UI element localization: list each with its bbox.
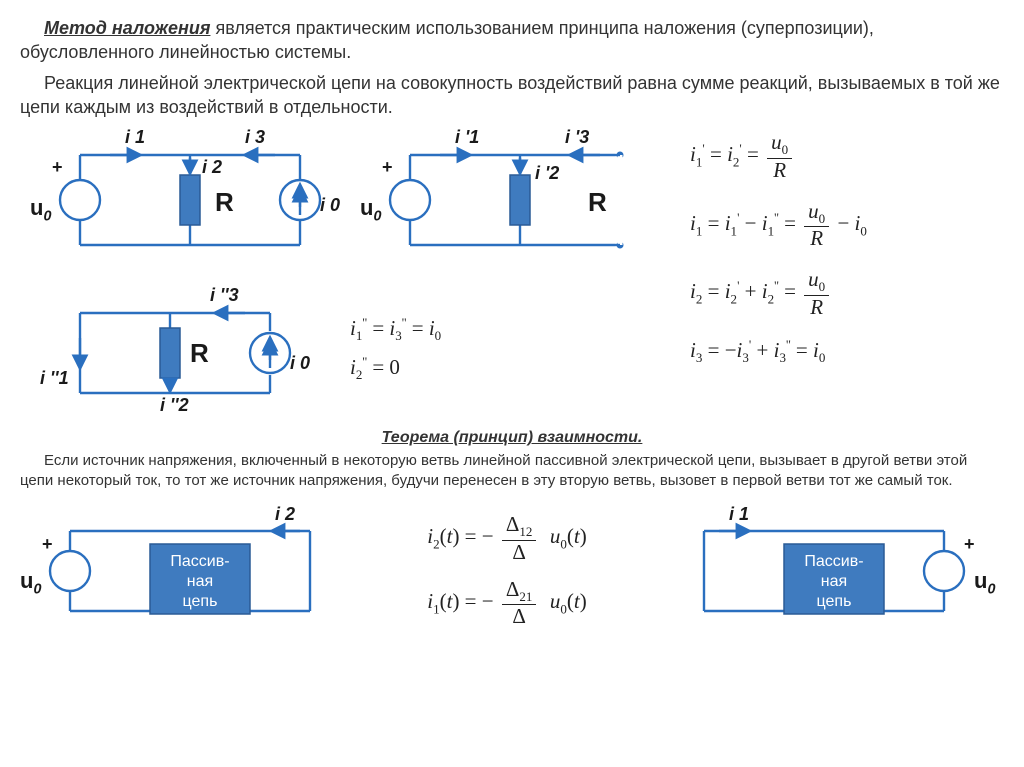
c3-R: R bbox=[190, 338, 209, 369]
title: Метод наложения bbox=[44, 18, 210, 38]
circuit-3: i ''3 i ''1 i ''2 R i 0 bbox=[40, 283, 320, 423]
paragraph-3: Если источник напряжения, включенный в н… bbox=[20, 451, 1004, 492]
c5-i1: i 1 bbox=[729, 504, 749, 525]
c3-i1: i ''1 bbox=[40, 368, 69, 389]
circuit-1: i 1 i 3 i 2 R i 0 u0 + bbox=[30, 125, 340, 275]
c2-R: R bbox=[588, 187, 607, 218]
i2-label: i 2 bbox=[202, 157, 222, 178]
svg-text:ная: ная bbox=[187, 573, 213, 590]
paragraph-2: Реакция линейной электрической цепи на с… bbox=[20, 71, 1004, 120]
eq-d: i1 = i1' − i1'' = u0R − i0 bbox=[690, 200, 867, 251]
svg-text:цепь: цепь bbox=[183, 593, 218, 610]
c3-i0: i 0 bbox=[290, 353, 310, 374]
circuit-2: i '1 i '3 i '2 R u0 + bbox=[360, 125, 650, 275]
c4-i2: i 2 bbox=[275, 504, 295, 525]
eq-h: i1(t) = − Δ21Δ u0(t) bbox=[427, 578, 587, 629]
c2-i3: i '3 bbox=[565, 127, 589, 148]
svg-text:цепь: цепь bbox=[817, 593, 852, 610]
i1-label: i 1 bbox=[125, 127, 145, 148]
c5-plus: + bbox=[964, 534, 975, 555]
c2-i1: i '1 bbox=[455, 127, 479, 148]
i0-label: i 0 bbox=[320, 195, 340, 216]
r-label: R bbox=[215, 187, 234, 218]
eq-f: i3 = −i3' + i3'' = i0 bbox=[690, 337, 867, 366]
c2-i2: i '2 bbox=[535, 163, 559, 184]
svg-text:ная: ная bbox=[821, 573, 847, 590]
svg-text:Пассив-: Пассив- bbox=[170, 553, 229, 570]
c3-i2: i ''2 bbox=[160, 395, 189, 416]
eq-b: i2'' = 0 bbox=[350, 354, 690, 383]
eq-g: i2(t) = − Δ12Δ u0(t) bbox=[427, 513, 587, 564]
i3-label: i 3 bbox=[245, 127, 265, 148]
circuit-4: Пассив- ная цепь i 2 u0 + bbox=[20, 506, 340, 636]
eq-c: i1' = i2' = u0R bbox=[690, 131, 867, 182]
plus-1: + bbox=[52, 157, 63, 178]
paragraph-1: Метод наложения является практическим ис… bbox=[20, 16, 1004, 65]
eq-e: i2 = i2' + i2'' = u0R bbox=[690, 268, 867, 319]
c3-i3: i ''3 bbox=[210, 285, 239, 306]
eq-a: i1'' = i3'' = i0 bbox=[350, 315, 690, 344]
reciprocity-heading: Теорема (принцип) взаимности. bbox=[20, 429, 1004, 447]
circuit-5: Пассив- ная цепь i 1 u0 + bbox=[674, 506, 1004, 636]
c2-plus: + bbox=[382, 157, 393, 178]
c4-plus: + bbox=[42, 534, 53, 555]
svg-text:Пассив-: Пассив- bbox=[804, 553, 863, 570]
